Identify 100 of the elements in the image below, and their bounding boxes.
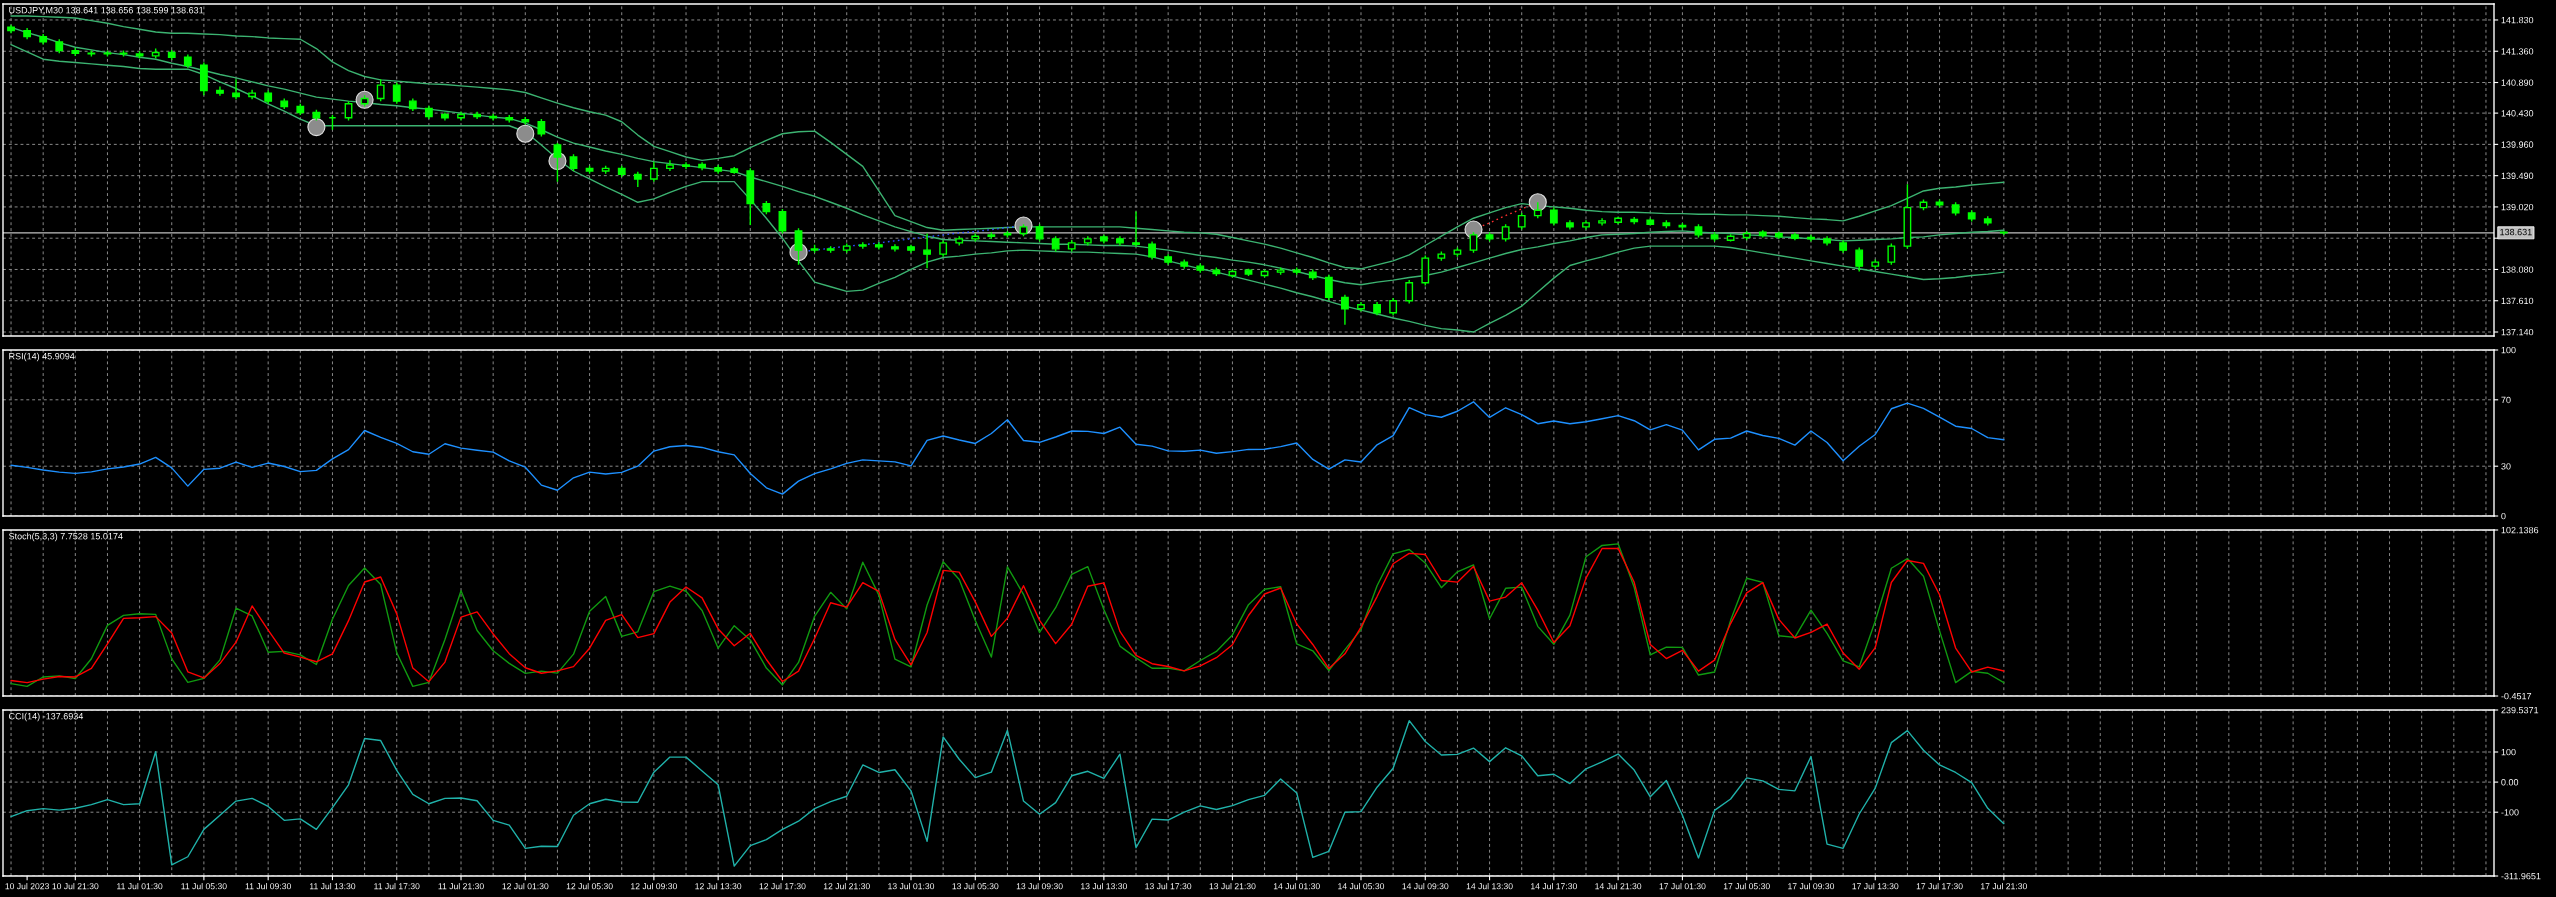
candlestick bbox=[1694, 223, 1703, 239]
candlestick bbox=[810, 244, 819, 254]
x-tick-label: 11 Jul 05:30 bbox=[181, 882, 227, 890]
line-series bbox=[10, 720, 2005, 867]
candlestick bbox=[328, 114, 337, 131]
y-tick-label: 102.1386 bbox=[2501, 526, 2539, 534]
x-tick-label: 12 Jul 17:30 bbox=[759, 882, 806, 890]
candlestick bbox=[1871, 258, 1880, 270]
candlestick bbox=[248, 89, 257, 100]
candlestick bbox=[1710, 231, 1719, 243]
x-tick-label: 11 Jul 17:30 bbox=[374, 882, 420, 890]
x-tick-label: 13 Jul 17:30 bbox=[1145, 882, 1192, 890]
candlestick bbox=[1951, 201, 1960, 217]
candlestick bbox=[441, 111, 449, 122]
candlestick bbox=[1501, 223, 1510, 243]
x-tick-label: 10 Jul 21:30 bbox=[52, 882, 99, 890]
candlestick bbox=[1823, 235, 1831, 247]
y-tick-label: 100 bbox=[2501, 748, 2516, 756]
candlestick bbox=[392, 81, 401, 105]
candlestick bbox=[858, 241, 867, 250]
x-tick-label: 11 Jul 01:30 bbox=[117, 882, 163, 890]
candlestick bbox=[649, 160, 658, 183]
candlestick bbox=[1067, 239, 1076, 253]
y-tick-label: 139.490 bbox=[2501, 172, 2534, 180]
y-tick-label: 137.140 bbox=[2501, 328, 2534, 336]
x-tick-label: 17 Jul 21:30 bbox=[1981, 882, 2027, 890]
x-tick-label: 17 Jul 13:30 bbox=[1852, 882, 1899, 890]
x-tick-label: 13 Jul 01:30 bbox=[888, 882, 935, 890]
candlestick bbox=[216, 85, 224, 97]
line-series bbox=[10, 401, 2005, 495]
candlestick bbox=[1389, 297, 1398, 317]
candlestick bbox=[1967, 209, 1976, 223]
candlestick bbox=[1598, 217, 1606, 227]
candlestick bbox=[183, 53, 192, 69]
candlestick bbox=[1678, 222, 1687, 231]
y-tick-label: -311.9651 bbox=[2501, 872, 2541, 880]
x-tick-label: 13 Jul 09:30 bbox=[1016, 882, 1063, 890]
candlestick bbox=[1212, 266, 1221, 277]
candlestick bbox=[1099, 234, 1108, 245]
x-tick-label: 17 Jul 17:30 bbox=[1916, 882, 1963, 890]
x-tick-label: 12 Jul 05:30 bbox=[566, 882, 613, 890]
point bbox=[307, 118, 326, 137]
x-tick-label: 14 Jul 13:30 bbox=[1466, 882, 1513, 890]
candlestick bbox=[778, 208, 787, 235]
x-tick-label: 14 Jul 01:30 bbox=[1273, 882, 1320, 890]
candlestick bbox=[1276, 266, 1285, 276]
candlestick bbox=[424, 105, 433, 120]
candlestick bbox=[1630, 216, 1639, 225]
candlestick bbox=[666, 159, 674, 172]
candlestick bbox=[1164, 253, 1173, 266]
candlestick bbox=[1485, 231, 1494, 243]
candlestick bbox=[167, 49, 176, 61]
x-tick-label: 11 Jul 21:30 bbox=[438, 882, 484, 890]
y-tick-label: 70 bbox=[2501, 396, 2511, 404]
candlestick bbox=[1646, 217, 1655, 227]
x-tick-label: 13 Jul 05:30 bbox=[952, 882, 999, 890]
candlestick bbox=[360, 94, 369, 108]
x-tick-label: 12 Jul 01:30 bbox=[502, 882, 549, 890]
candlestick bbox=[23, 27, 32, 40]
candlestick bbox=[376, 78, 385, 102]
candlestick bbox=[489, 113, 498, 122]
candlestick bbox=[473, 111, 482, 120]
candlestick bbox=[1742, 230, 1751, 241]
candlestick bbox=[553, 142, 562, 183]
y-tick-label: 30 bbox=[2501, 463, 2511, 470]
y-tick-label: -100 bbox=[2501, 809, 2519, 816]
candlestick bbox=[537, 118, 546, 138]
candlestick bbox=[119, 49, 128, 58]
candlestick bbox=[457, 111, 465, 122]
candlestick bbox=[1196, 262, 1205, 274]
candlestick bbox=[971, 232, 980, 243]
candlestick bbox=[135, 50, 144, 60]
candlestick bbox=[39, 33, 48, 46]
y-tick-label: 139.960 bbox=[2501, 141, 2534, 148]
y-tick-label: 0.00 bbox=[2501, 779, 2519, 786]
candlestick bbox=[1566, 219, 1574, 231]
candlestick bbox=[1244, 268, 1253, 277]
y-tick-label: 140.890 bbox=[2501, 79, 2534, 86]
candlestick bbox=[794, 227, 803, 266]
candlestick bbox=[1453, 246, 1462, 258]
candlestick bbox=[955, 235, 964, 247]
candlestick bbox=[1341, 294, 1349, 326]
point bbox=[516, 124, 535, 143]
y-tick-label: 239.5371 bbox=[2501, 706, 2539, 714]
candlestick bbox=[87, 49, 96, 58]
y-tick-label: 139.020 bbox=[2501, 203, 2534, 211]
candlestick bbox=[698, 161, 706, 172]
x-tick-label: 12 Jul 21:30 bbox=[823, 882, 870, 890]
candlestick bbox=[1983, 215, 1992, 227]
candlestick bbox=[1791, 232, 1799, 241]
candlestick bbox=[1148, 240, 1156, 261]
y-tick-label: 100 bbox=[2501, 346, 2516, 354]
x-tick-label: 11 Jul 09:30 bbox=[245, 882, 291, 890]
candlestick bbox=[521, 116, 530, 126]
point bbox=[1528, 193, 1547, 212]
candlestick bbox=[1614, 216, 1623, 225]
candlestick bbox=[1324, 274, 1333, 301]
candlestick bbox=[7, 23, 15, 34]
candlestick bbox=[408, 97, 417, 112]
x-tick-label: 13 Jul 21:30 bbox=[1209, 882, 1256, 890]
